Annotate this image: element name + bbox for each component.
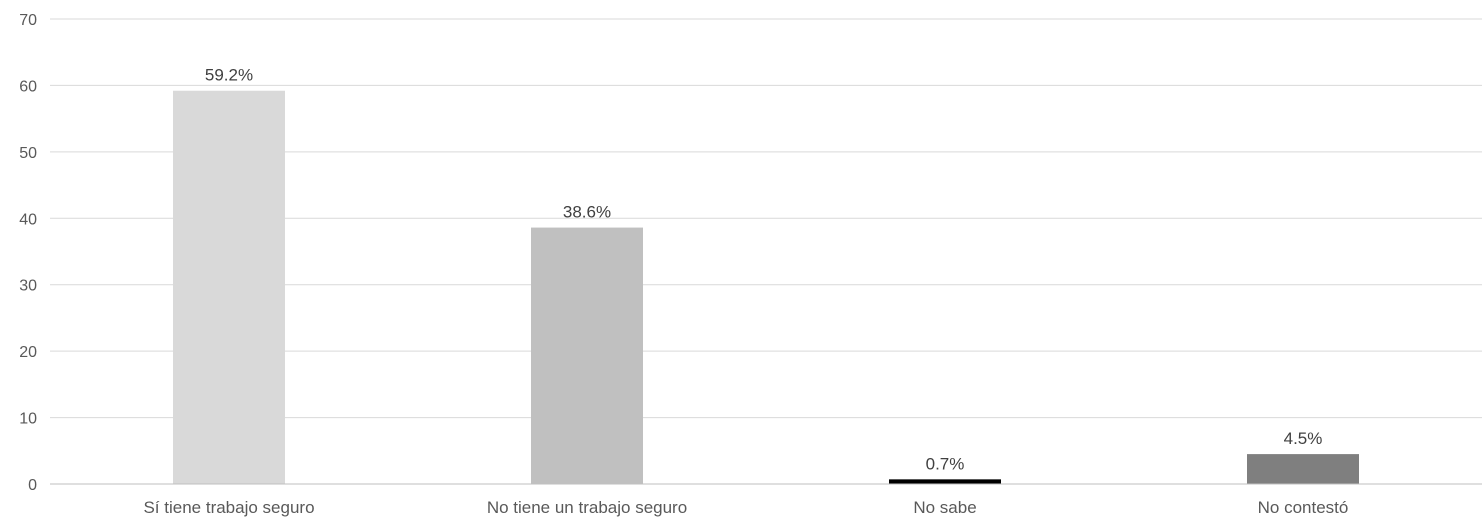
y-tick-label: 60 [19, 78, 37, 95]
data-label: 4.5% [1284, 429, 1323, 448]
bar [531, 227, 643, 485]
category-label: Sí tiene trabajo seguro [143, 498, 314, 517]
y-tick-label: 40 [19, 211, 37, 228]
y-axis: 0 10 20 30 40 50 60 70 [19, 12, 37, 494]
y-tick-label: 30 [19, 278, 37, 295]
bar [1247, 454, 1359, 484]
data-labels: 59.2% 38.6% 0.7% 4.5% [205, 66, 1322, 474]
y-tick-label: 10 [19, 411, 37, 428]
bar [889, 479, 1001, 484]
bar [173, 90, 285, 484]
x-axis: Sí tiene trabajo seguro No tiene un traba… [50, 483, 1482, 517]
y-tick-label: 50 [19, 145, 37, 162]
y-tick-label: 0 [28, 477, 37, 494]
data-label: 59.2% [205, 66, 253, 85]
bars [173, 90, 1359, 485]
data-label: 0.7% [926, 454, 965, 473]
category-label: No sabe [913, 498, 976, 517]
category-label: No contestó [1258, 498, 1349, 517]
category-label: No tiene un trabajo seguro [487, 498, 687, 517]
y-tick-label: 20 [19, 344, 37, 361]
y-tick-label: 70 [19, 12, 37, 29]
gridlines [50, 18, 1482, 419]
data-label: 38.6% [563, 203, 611, 222]
